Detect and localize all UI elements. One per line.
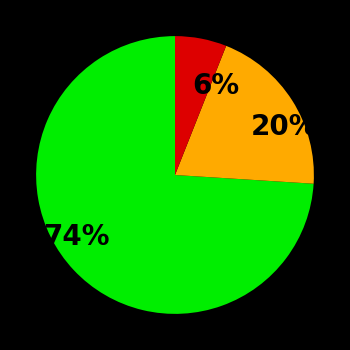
Text: 74%: 74% [43,223,109,251]
Text: 20%: 20% [251,113,318,141]
Wedge shape [175,46,314,184]
Wedge shape [36,36,314,314]
Wedge shape [175,36,226,175]
Text: 6%: 6% [192,72,239,100]
